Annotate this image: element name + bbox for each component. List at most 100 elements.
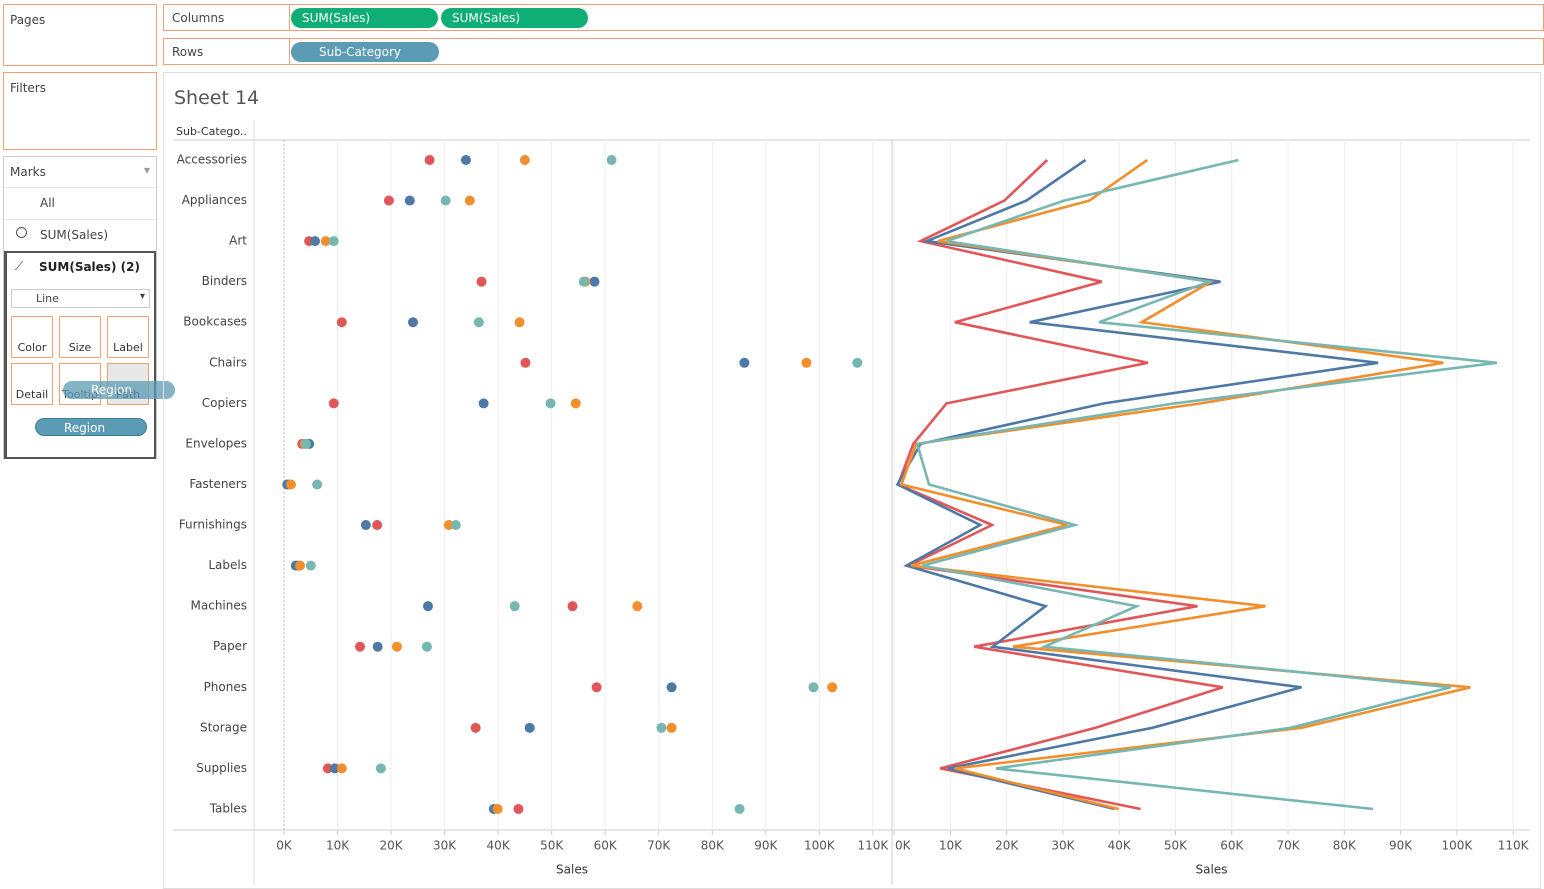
dot xyxy=(461,155,471,165)
filters-label: Filters xyxy=(10,81,46,95)
dot xyxy=(310,236,321,247)
button-label: Label xyxy=(113,341,143,354)
circle-icon xyxy=(16,227,27,238)
x-tick-label: 50K xyxy=(540,839,564,853)
button-label: Color xyxy=(17,341,47,354)
dot xyxy=(632,601,643,612)
dot xyxy=(375,763,386,774)
row-header: Sub-Catego.. xyxy=(176,125,247,138)
dot xyxy=(520,357,531,368)
filters-shelf[interactable]: Filters xyxy=(3,72,157,150)
dot xyxy=(355,641,365,652)
rows-shelf[interactable]: Rows Sub-Category xyxy=(163,38,1544,65)
dot xyxy=(424,155,435,165)
marks-all-row[interactable]: All xyxy=(4,187,156,219)
row-label: Machines xyxy=(191,599,247,613)
dot xyxy=(408,317,418,328)
dot xyxy=(329,763,340,774)
row-label: Bookcases xyxy=(183,315,247,329)
row-label: Envelopes xyxy=(185,436,247,450)
dot xyxy=(545,398,556,409)
x-tick-label: 20K xyxy=(379,839,403,853)
dot xyxy=(656,722,667,733)
line xyxy=(895,158,1379,811)
pages-label: Pages xyxy=(10,13,46,27)
dot xyxy=(328,236,339,247)
column-pill[interactable]: SUM(Sales) xyxy=(441,8,588,28)
dot xyxy=(476,276,487,287)
row-label: Storage xyxy=(200,720,247,734)
dot xyxy=(328,398,339,409)
x-tick-label: 0K xyxy=(276,839,293,853)
row-label: Binders xyxy=(202,274,247,288)
sheet-title: Sheet 14 xyxy=(174,87,260,109)
dot xyxy=(312,479,323,490)
dot xyxy=(492,803,503,814)
x-tick-label: 100K xyxy=(804,839,836,853)
color-pill[interactable]: Region xyxy=(35,418,147,436)
detail-button[interactable]: Detail xyxy=(11,363,53,405)
x-tick-label: 10K xyxy=(939,839,963,853)
marks-layer: SUM(Sales) (2) xyxy=(39,260,140,274)
dot xyxy=(666,682,677,693)
dot xyxy=(372,520,383,531)
row-label: Labels xyxy=(208,558,247,572)
label-button[interactable]: Label xyxy=(107,316,149,358)
dot xyxy=(383,195,394,206)
x-axis-title: Sales xyxy=(556,863,588,877)
x-tick-label: 70K xyxy=(647,839,671,853)
dot xyxy=(440,195,451,206)
row-pill[interactable]: Sub-Category xyxy=(291,42,439,62)
color-button[interactable]: Color xyxy=(11,316,53,358)
marks-menu[interactable]: ▾ xyxy=(144,163,151,177)
shelf-divider xyxy=(289,39,290,64)
dot xyxy=(801,357,812,368)
size-button[interactable]: Size xyxy=(59,316,101,358)
marks-card: Marks ▾ All SUM(Sales) ⟋ SUM(Sales) (2) … xyxy=(3,156,175,459)
row-label: Phones xyxy=(204,680,247,694)
dot xyxy=(470,722,481,733)
dot xyxy=(808,682,819,693)
pages-shelf[interactable]: Pages xyxy=(3,4,157,66)
dot xyxy=(300,438,311,449)
drag-pill[interactable]: Region xyxy=(63,381,175,399)
x-tick-label: 70K xyxy=(1276,839,1300,853)
row-label: Chairs xyxy=(209,355,247,369)
x-tick-label: 40K xyxy=(487,839,511,853)
mark-type-dropdown[interactable]: Line ▾ xyxy=(11,289,150,308)
dot xyxy=(473,317,484,328)
marks-layer-active[interactable]: ⟋ SUM(Sales) (2) Line ▾ Color Size Label… xyxy=(4,251,175,459)
marks-layer-row[interactable]: SUM(Sales) xyxy=(4,219,156,251)
x-tick-label: 10K xyxy=(326,839,350,853)
line xyxy=(896,159,1224,811)
x-tick-label: 90K xyxy=(1389,839,1413,853)
rows-label: Rows xyxy=(172,45,204,59)
columns-shelf[interactable]: Columns SUM(Sales) SUM(Sales) xyxy=(163,4,1544,31)
dot xyxy=(524,722,535,733)
dot xyxy=(666,722,677,733)
dropdown-arrow: ▾ xyxy=(139,291,145,302)
dot xyxy=(322,763,333,774)
dot xyxy=(734,803,745,814)
dot xyxy=(570,398,581,409)
column-pill[interactable]: SUM(Sales) xyxy=(291,8,438,28)
marks-all: All xyxy=(40,196,55,210)
x-axis-title: Sales xyxy=(1196,863,1228,877)
x-tick-label: 50K xyxy=(1164,839,1188,853)
x-tick-label: 100K xyxy=(1441,839,1473,853)
dot xyxy=(519,155,530,165)
dot xyxy=(285,479,296,490)
marks-label: Marks xyxy=(10,165,46,179)
shelf-divider xyxy=(289,5,290,30)
dot xyxy=(513,803,524,814)
x-tick-label: 0K xyxy=(895,839,912,853)
row-label: Art xyxy=(229,234,247,248)
dot xyxy=(567,601,578,612)
x-tick-label: 40K xyxy=(1108,839,1132,853)
dot xyxy=(739,357,750,368)
row-label: Furnishings xyxy=(179,518,247,532)
row-label: Copiers xyxy=(202,396,247,410)
dot xyxy=(827,682,838,693)
